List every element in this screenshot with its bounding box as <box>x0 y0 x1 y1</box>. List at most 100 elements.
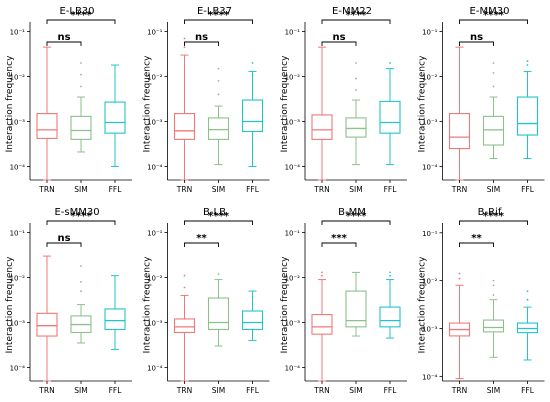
box-trn <box>448 46 471 181</box>
y-axis-label: Interaction frequency <box>418 256 428 354</box>
panel-e-lb30: E-LB30 Interaction frequency 10⁻⁴ 10⁻³ 10⁻² 1… <box>5 6 132 194</box>
box-trn <box>173 274 196 382</box>
box-ffl <box>379 271 401 339</box>
outlier-point <box>80 265 82 267</box>
y-tick-label: 10⁻³ <box>10 319 26 327</box>
y-tick-label: 10⁻¹ <box>147 230 163 238</box>
outlier-point <box>321 274 323 277</box>
y-axis-label: Interaction frequency <box>5 256 15 354</box>
significance-label: **** <box>71 10 93 21</box>
x-tick-label: FFL <box>521 185 535 194</box>
significance-label: **** <box>71 211 93 222</box>
panel-b-lb: B-LB Interaction frequency 10⁻⁴ 10⁻³ 10⁻² 10⁻… <box>143 207 270 395</box>
outlier-point <box>217 79 220 82</box>
x-tick-label: SIM <box>212 185 225 194</box>
outlier-point <box>389 62 391 64</box>
significance-label: **** <box>208 211 230 222</box>
x-tick-label: TRN <box>451 185 467 194</box>
iqr-box <box>70 115 92 140</box>
iqr-box <box>482 115 505 146</box>
significance-bracket <box>321 19 391 24</box>
iqr-box <box>36 113 58 139</box>
outlier-point <box>355 62 357 64</box>
outlier-point <box>80 290 82 292</box>
x-tick-label: FFL <box>109 185 123 194</box>
box-sim <box>345 271 367 337</box>
outlier-point <box>251 62 254 64</box>
box-ffl <box>516 60 539 160</box>
iqr-box <box>379 100 401 134</box>
significance-bracket <box>184 242 219 247</box>
box-ffl <box>104 275 126 351</box>
panel-b-mm: B-MM Interaction frequency 10⁻⁴ 10⁻³ 10⁻² 10⁻… <box>280 207 407 395</box>
panel-e-lb37: E-LB37 Interaction frequency 10⁻⁴ 10⁻³ 10⁻² 1… <box>143 6 270 194</box>
significance-bracket <box>321 220 391 225</box>
y-tick-label: 10⁻⁴ <box>422 373 438 381</box>
panel-title: E-MM30 <box>470 6 510 17</box>
outlier-point <box>492 72 495 74</box>
outlier-point <box>80 62 82 64</box>
x-tick-label: SIM <box>349 185 362 194</box>
iqr-box <box>173 318 196 334</box>
y-tick-label: 10⁻² <box>422 74 438 82</box>
box-sim <box>70 62 92 153</box>
significance-bracket <box>321 41 357 46</box>
outlier-point <box>526 290 529 293</box>
outlier-point <box>458 277 461 280</box>
x-tick-label: FFL <box>109 386 123 395</box>
significance-label: **** <box>483 211 505 222</box>
y-axis-label: Interaction frequency <box>418 55 428 153</box>
y-tick-label: 10⁻⁴ <box>147 364 163 372</box>
iqr-box <box>345 117 367 138</box>
significance-label: ** <box>196 233 207 244</box>
y-tick-label: 10⁻¹ <box>285 230 301 238</box>
significance-label: **** <box>346 211 368 222</box>
y-tick-label: 10⁻⁴ <box>422 163 438 171</box>
significance-bracket <box>459 41 494 46</box>
significance-bracket <box>184 220 253 225</box>
iqr-box <box>104 308 126 331</box>
y-axis-label: Interaction frequency <box>143 256 153 354</box>
y-tick-label: 10⁻² <box>10 74 26 82</box>
outlier-point <box>217 67 220 70</box>
y-tick-label: 10⁻² <box>147 275 163 283</box>
y-tick-label: 10⁻¹ <box>147 29 163 37</box>
panel-title: E-LB30 <box>59 6 94 17</box>
box-trn <box>173 37 196 181</box>
panel-e-smm30: E-sMM30 Interaction frequency 10⁻⁴ 10⁻³ 10⁻²… <box>5 207 132 395</box>
x-tick-label: TRN <box>451 386 467 395</box>
box-trn <box>448 272 471 380</box>
box-sim <box>207 67 230 166</box>
box-ffl <box>516 290 539 361</box>
box-trn <box>311 46 333 181</box>
iqr-box <box>345 290 367 328</box>
y-tick-label: 10⁻³ <box>285 319 301 327</box>
x-tick-label: TRN <box>38 185 54 194</box>
significance-label: **** <box>208 10 230 21</box>
iqr-box <box>207 297 230 331</box>
outlier-point <box>183 274 186 277</box>
outlier-point <box>80 85 82 88</box>
x-tick-label: SIM <box>349 386 362 395</box>
panel-e-mm30: E-MM30 Interaction frequency 10⁻⁴ 10⁻³ 10⁻² 1… <box>418 6 545 194</box>
box-trn <box>311 271 333 382</box>
y-tick-label: 10⁻³ <box>422 118 438 126</box>
box-ffl <box>379 62 401 166</box>
x-tick-label: SIM <box>74 386 87 395</box>
x-tick-label: TRN <box>313 386 329 395</box>
outlier-point <box>217 93 220 96</box>
y-tick-label: 10⁻¹ <box>10 230 26 238</box>
outlier-point <box>492 284 495 287</box>
outlier-point <box>492 62 495 64</box>
outlier-point <box>80 73 82 76</box>
outlier-point <box>183 46 186 49</box>
outlier-point <box>217 273 220 275</box>
y-tick-label: 10⁻³ <box>422 326 438 334</box>
panel-b-rif: B-Rif Interaction frequency 10⁻⁴ 10⁻³ 10⁻² 10… <box>418 207 545 395</box>
y-axis-label: Interaction frequency <box>143 55 153 153</box>
significance-label: ns <box>470 32 483 43</box>
outlier-point <box>355 77 357 80</box>
y-tick-label: 10⁻⁴ <box>147 163 163 171</box>
significance-bracket <box>46 41 82 46</box>
